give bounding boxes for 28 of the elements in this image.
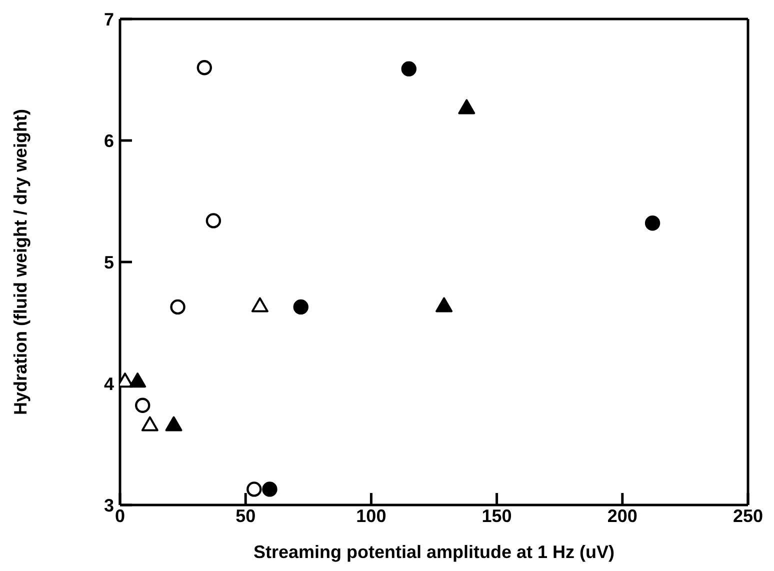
point <box>135 398 150 413</box>
x-tick-label: 150 <box>482 506 512 526</box>
x-tick-label: 50 <box>236 506 256 526</box>
point <box>170 299 186 315</box>
point <box>206 213 222 228</box>
point <box>458 99 476 114</box>
point <box>129 372 146 388</box>
y-tick-label: 7 <box>104 9 114 30</box>
point <box>246 482 262 497</box>
point <box>165 416 182 432</box>
point <box>293 299 308 315</box>
x-tick-label: 200 <box>607 506 638 526</box>
point <box>262 482 278 497</box>
y-axis-title: Hydration (fluid weight / dry weight) <box>10 109 30 415</box>
y-tick-label: 5 <box>104 252 114 272</box>
point <box>644 216 660 231</box>
x-tick-label: 250 <box>732 506 764 526</box>
y-tick-label: 4 <box>104 374 114 394</box>
point <box>141 416 158 432</box>
point <box>401 61 416 76</box>
x-axis-title: Streaming potential amplitude at 1 Hz (uV) <box>253 542 615 562</box>
x-tick-label: 0 <box>114 506 126 526</box>
point <box>251 297 268 312</box>
point <box>436 297 453 312</box>
x-tick-label: 100 <box>356 506 386 526</box>
y-tick-label: 3 <box>104 495 114 516</box>
y-tick-label: 6 <box>104 130 114 151</box>
point <box>196 60 212 76</box>
